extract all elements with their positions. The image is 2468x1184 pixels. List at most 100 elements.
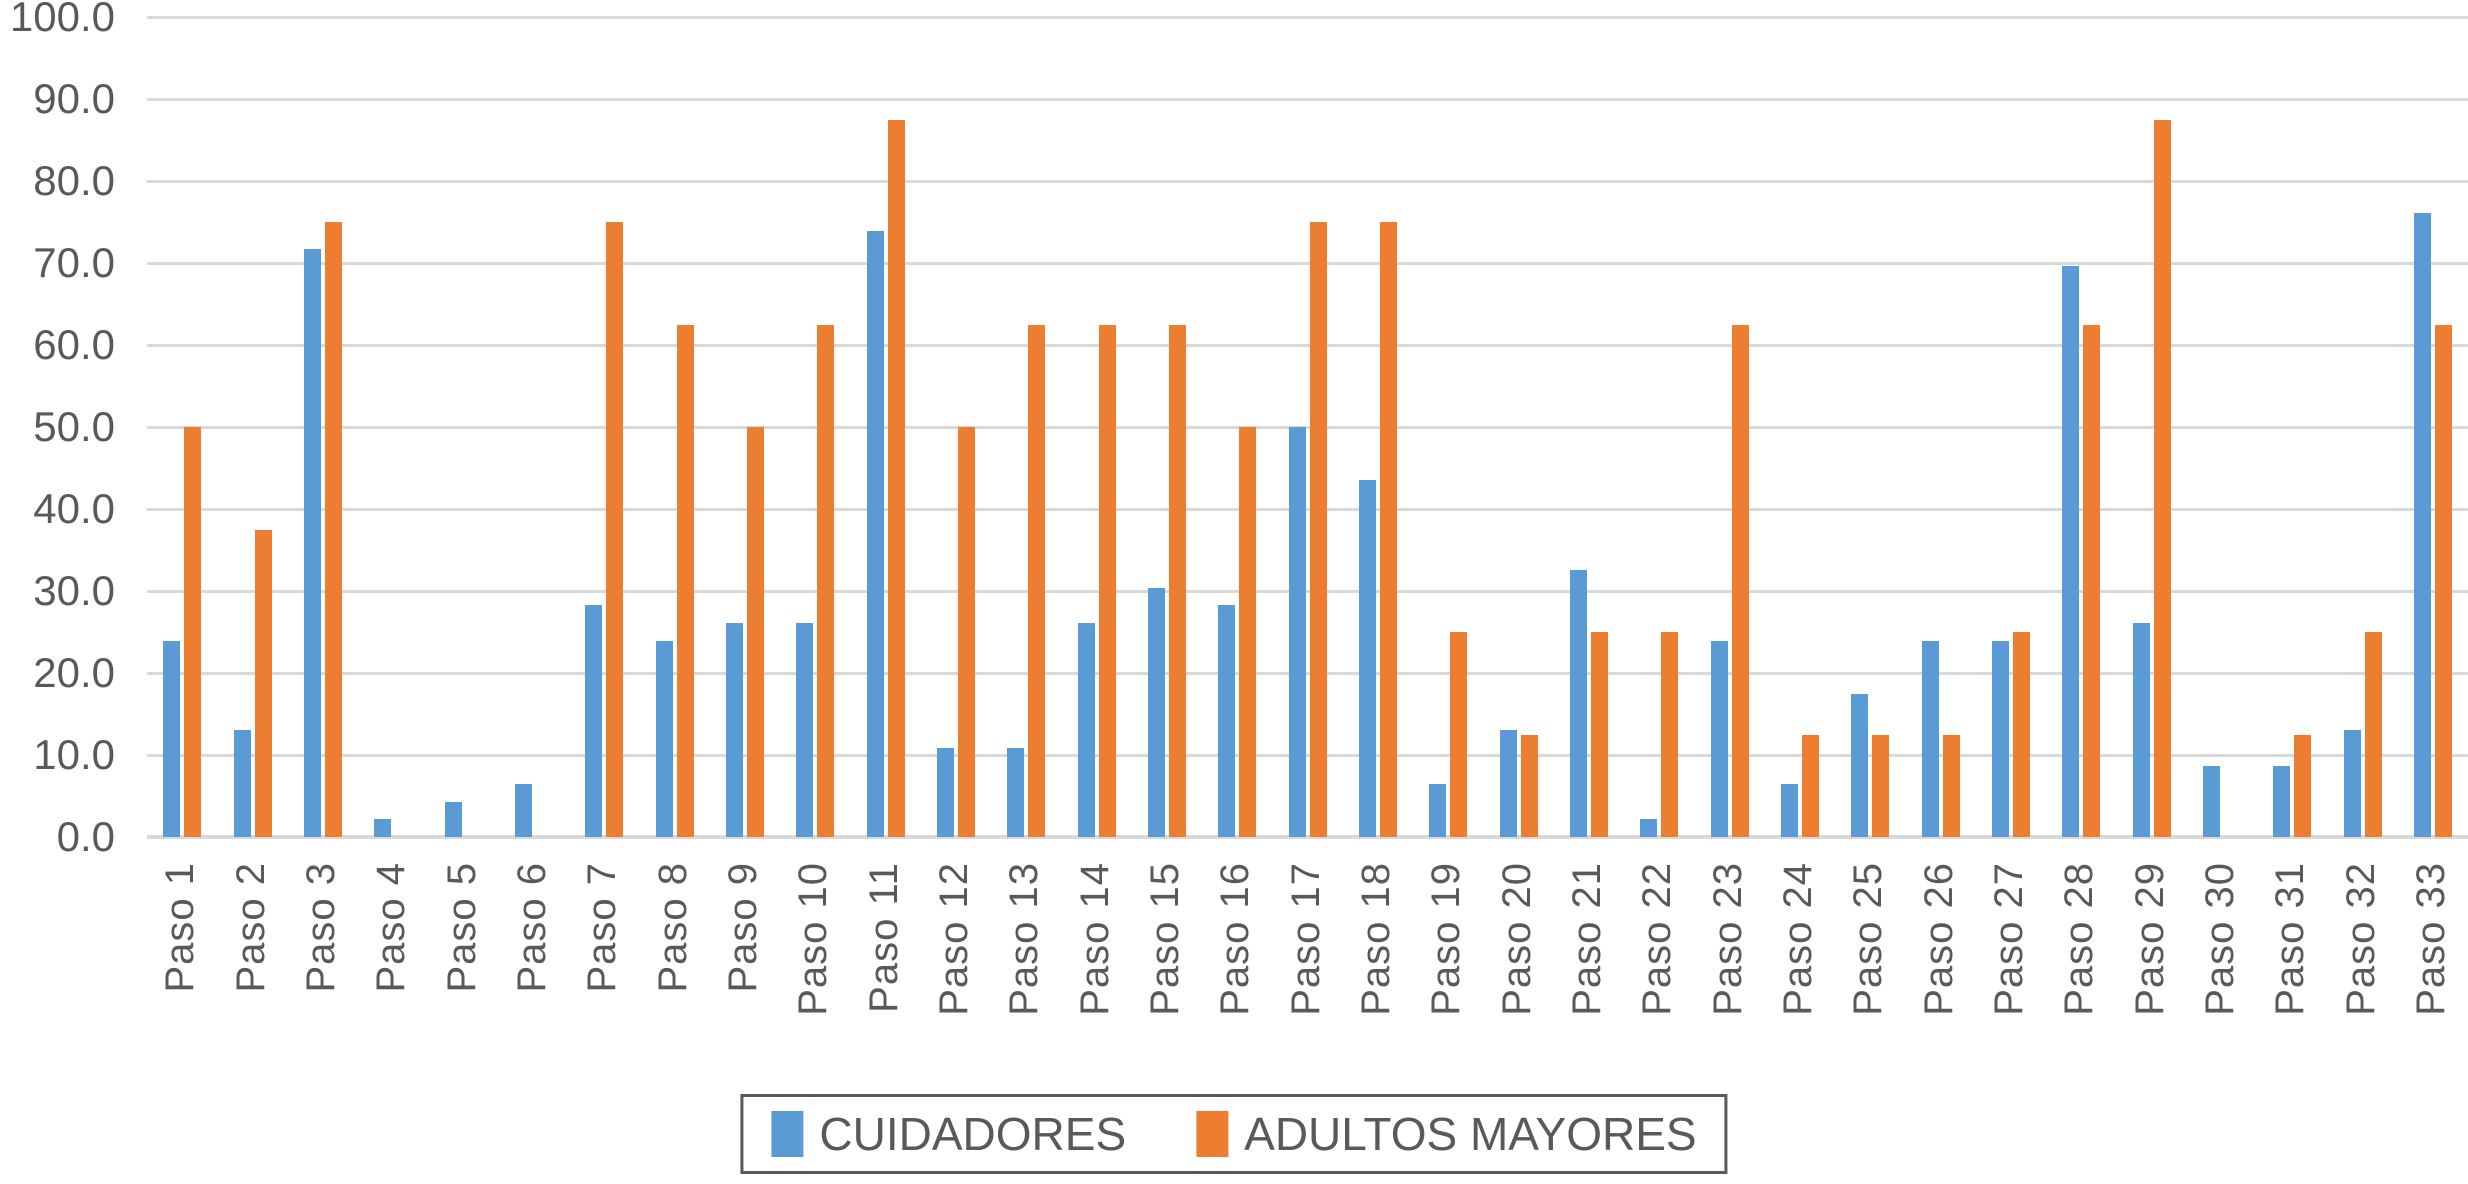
x-tick-label-paso-28: Paso 28 — [2057, 862, 2102, 1016]
legend-swatch-cuidadores — [771, 1111, 804, 1157]
bar-cuidadores-paso-33 — [2413, 212, 2431, 837]
y-tick-label-80.0: 80.0 — [33, 157, 115, 204]
bar-adultos-mayores-paso-10 — [817, 324, 835, 837]
y-tick-label-100.0: 100.0 — [9, 0, 115, 40]
bar-cuidadores-paso-18 — [1358, 480, 1376, 837]
bar-adultos-mayores-paso-24 — [1801, 734, 1819, 837]
gridline-30.0 — [147, 589, 2468, 593]
bar-adultos-mayores-paso-14 — [1098, 324, 1116, 837]
bar-cuidadores-paso-16 — [1218, 604, 1236, 837]
gridline-20.0 — [147, 671, 2468, 675]
y-tick-label-40.0: 40.0 — [33, 485, 115, 532]
bar-adultos-mayores-paso-7 — [606, 222, 624, 837]
y-tick-label-60.0: 60.0 — [33, 321, 115, 368]
gridline-50.0 — [147, 425, 2468, 429]
bar-cuidadores-paso-26 — [1921, 641, 1939, 837]
bar-cuidadores-paso-20 — [1499, 730, 1517, 837]
y-tick-label-10.0: 10.0 — [33, 731, 115, 778]
x-axis-line — [147, 835, 2468, 839]
x-tick-label-paso-25: Paso 25 — [1846, 862, 1891, 1016]
y-tick-label-30.0: 30.0 — [33, 567, 115, 614]
y-tick-label-50.0: 50.0 — [33, 403, 115, 450]
bar-adultos-mayores-paso-25 — [1872, 734, 1890, 837]
x-tick-label-paso-2: Paso 2 — [228, 862, 273, 993]
bar-cuidadores-paso-7 — [585, 604, 603, 837]
x-tick-label-paso-20: Paso 20 — [1494, 862, 1539, 1016]
x-tick-label-paso-9: Paso 9 — [720, 862, 765, 993]
legend-swatch-adultos-mayores — [1196, 1111, 1229, 1157]
x-tick-label-paso-33: Paso 33 — [2408, 862, 2453, 1016]
x-tick-label-paso-27: Paso 27 — [1986, 862, 2031, 1016]
bar-adultos-mayores-paso-12 — [957, 427, 975, 837]
x-tick-label-paso-21: Paso 21 — [1564, 862, 1609, 1016]
bar-cuidadores-paso-8 — [655, 641, 673, 837]
gridline-70.0 — [147, 261, 2468, 265]
bar-adultos-mayores-paso-31 — [2294, 734, 2312, 837]
gridline-40.0 — [147, 507, 2468, 511]
x-tick-label-paso-10: Paso 10 — [791, 862, 836, 1016]
bar-adultos-mayores-paso-1 — [184, 427, 202, 837]
bar-adultos-mayores-paso-2 — [254, 529, 272, 837]
legend-item-cuidadores: CUIDADORES — [771, 1109, 1126, 1159]
x-tick-label-paso-6: Paso 6 — [509, 862, 554, 993]
bar-adultos-mayores-paso-15 — [1168, 324, 1186, 837]
bar-cuidadores-paso-31 — [2273, 765, 2291, 837]
gridline-10.0 — [147, 753, 2468, 757]
bar-adultos-mayores-paso-9 — [746, 427, 764, 837]
legend-item-adultos-mayores: ADULTOS MAYORES — [1196, 1108, 1697, 1160]
bar-cuidadores-paso-22 — [1640, 818, 1658, 837]
x-tick-label-paso-18: Paso 18 — [1353, 862, 1398, 1016]
bar-adultos-mayores-paso-20 — [1520, 734, 1538, 837]
legend-label-adultos-mayores: ADULTOS MAYORES — [1244, 1108, 1697, 1160]
bar-cuidadores-paso-4 — [374, 818, 392, 837]
bar-adultos-mayores-paso-28 — [2083, 324, 2101, 837]
y-tick-label-70.0: 70.0 — [33, 239, 115, 286]
bar-cuidadores-paso-23 — [1710, 641, 1728, 837]
x-tick-label-paso-31: Paso 31 — [2268, 862, 2313, 1016]
x-tick-label-paso-7: Paso 7 — [580, 862, 625, 993]
x-tick-label-paso-3: Paso 3 — [298, 862, 343, 993]
bar-adultos-mayores-paso-29 — [2153, 119, 2171, 837]
bar-adultos-mayores-paso-16 — [1239, 427, 1257, 837]
x-tick-label-paso-32: Paso 32 — [2338, 862, 2383, 1016]
bar-adultos-mayores-paso-18 — [1379, 222, 1397, 837]
x-tick-label-paso-8: Paso 8 — [650, 862, 695, 993]
bar-cuidadores-paso-9 — [725, 622, 743, 837]
gridline-90.0 — [147, 97, 2468, 101]
bar-adultos-mayores-paso-8 — [676, 324, 694, 837]
chart-legend: CUIDADORES ADULTOS MAYORES — [740, 1094, 1728, 1174]
bar-cuidadores-paso-15 — [1147, 587, 1165, 837]
x-tick-label-paso-29: Paso 29 — [2127, 862, 2172, 1016]
gridline-80.0 — [147, 179, 2468, 183]
bar-cuidadores-paso-10 — [796, 622, 814, 837]
x-tick-label-paso-23: Paso 23 — [1705, 862, 1750, 1016]
bar-cuidadores-paso-12 — [936, 747, 954, 837]
x-tick-label-paso-5: Paso 5 — [439, 862, 484, 993]
legend-label-cuidadores: CUIDADORES — [819, 1108, 1127, 1160]
bar-cuidadores-paso-29 — [2132, 622, 2150, 837]
bar-adultos-mayores-paso-23 — [1731, 324, 1749, 837]
x-tick-label-paso-13: Paso 13 — [1002, 862, 1047, 1016]
x-tick-label-paso-17: Paso 17 — [1283, 862, 1328, 1016]
y-tick-label-90.0: 90.0 — [33, 75, 115, 122]
bar-cuidadores-paso-28 — [2062, 266, 2080, 837]
x-tick-label-paso-30: Paso 30 — [2197, 862, 2242, 1016]
bar-cuidadores-paso-2 — [233, 730, 251, 837]
bar-adultos-mayores-paso-27 — [2012, 632, 2030, 837]
bar-cuidadores-paso-27 — [1991, 641, 2009, 837]
x-tick-label-paso-26: Paso 26 — [1916, 862, 1961, 1016]
bar-adultos-mayores-paso-17 — [1309, 222, 1327, 837]
bar-cuidadores-paso-21 — [1569, 569, 1587, 837]
bar-cuidadores-paso-1 — [163, 641, 181, 837]
bar-adultos-mayores-paso-11 — [887, 119, 905, 837]
bar-cuidadores-paso-19 — [1429, 783, 1447, 837]
bar-cuidadores-paso-17 — [1288, 427, 1306, 837]
bar-cuidadores-paso-13 — [1007, 747, 1025, 837]
bar-cuidadores-paso-11 — [866, 231, 884, 837]
bar-cuidadores-paso-14 — [1077, 622, 1095, 837]
bar-adultos-mayores-paso-33 — [2434, 324, 2452, 837]
bar-adultos-mayores-paso-22 — [1661, 632, 1679, 837]
gridline-100.0 — [147, 15, 2468, 19]
bar-adultos-mayores-paso-3 — [324, 222, 342, 837]
bar-cuidadores-paso-32 — [2343, 730, 2361, 837]
